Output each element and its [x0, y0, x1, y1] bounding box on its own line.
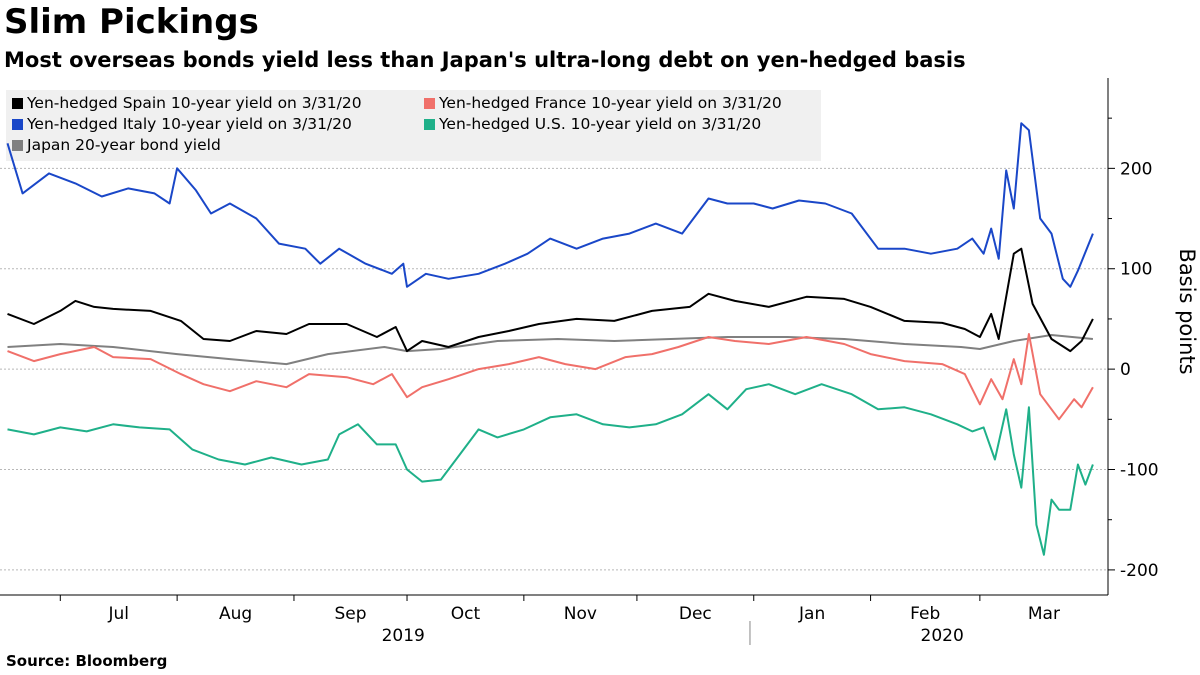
y-tick-label: 200: [1120, 159, 1152, 179]
x-tick-label: Mar: [1028, 604, 1060, 624]
legend-item-japan: Japan 20-year bond yield: [12, 134, 221, 156]
series-line-italy: [6, 122, 1094, 288]
chart-subtitle: Most overseas bonds yield less than Japa…: [4, 48, 966, 72]
year-label: 2019: [382, 626, 425, 646]
x-tick-label: Jan: [798, 604, 825, 624]
chart-title: Slim Pickings: [4, 2, 259, 42]
series-line-year: [7, 334, 1093, 366]
series-line-france: [7, 333, 1094, 421]
legend-item-spain: Yen-hedged Spain 10-year yield on 3/31/2…: [12, 92, 362, 114]
y-axis-title: Basis points: [1175, 248, 1199, 374]
legend-item-france: Yen-hedged France 10-year yield on 3/31/…: [424, 92, 782, 114]
series-line-us: [7, 383, 1094, 556]
year-label: 2020: [921, 626, 964, 646]
legend-swatch-us: [424, 118, 435, 130]
legend-swatch-italy: [12, 118, 23, 130]
y-tick-label: -200: [1120, 561, 1159, 581]
legend-label-france: Yen-hedged France 10-year yield on 3/31/…: [439, 94, 782, 112]
x-tick-label: Jul: [107, 604, 129, 624]
x-tick-label: Sep: [334, 604, 366, 624]
x-tick-label: Aug: [219, 604, 252, 624]
legend-label-spain: Yen-hedged Spain 10-year yield on 3/31/2…: [27, 94, 362, 112]
legend-swatch-japan: [12, 139, 23, 151]
x-tick-label: Oct: [451, 604, 481, 624]
series-line-spain: [7, 247, 1094, 353]
legend-swatch-spain: [12, 97, 23, 109]
legend-label-japan: Japan 20-year bond yield: [27, 136, 221, 154]
legend: Yen-hedged Spain 10-year yield on 3/31/2…: [6, 90, 821, 161]
x-tick-label: Dec: [679, 604, 712, 624]
y-tick-label: -100: [1120, 461, 1159, 481]
legend-item-us: Yen-hedged U.S. 10-year yield on 3/31/20: [424, 113, 761, 135]
legend-item-italy: Yen-hedged Italy 10-year yield on 3/31/2…: [12, 113, 352, 135]
legend-label-us: Yen-hedged U.S. 10-year yield on 3/31/20: [439, 115, 762, 133]
source-note: Source: Bloomberg: [6, 652, 168, 670]
y-tick-label: 100: [1120, 260, 1152, 280]
x-tick-label: Nov: [564, 604, 597, 624]
x-tick-label: Feb: [910, 604, 940, 624]
legend-label-italy: Yen-hedged Italy 10-year yield on 3/31/2…: [27, 115, 352, 133]
legend-swatch-france: [424, 97, 435, 109]
y-tick-label: 0: [1120, 360, 1131, 380]
